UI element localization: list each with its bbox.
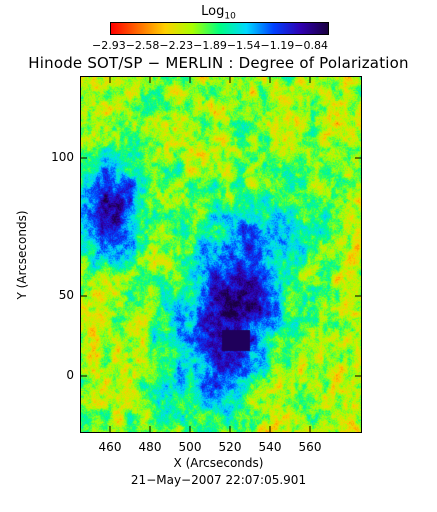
y-tick-label: 0 [66, 368, 74, 382]
x-tick-label: 540 [258, 440, 282, 454]
colorbar [110, 22, 329, 35]
plot-title: Hinode SOT/SP − MERLIN : Degree of Polar… [28, 54, 409, 72]
colorbar-title: Log10 [201, 4, 236, 22]
x-axis-label: X (Arcseconds) [173, 456, 264, 470]
y-tick-label: 50 [58, 288, 74, 302]
x-tick-label: 500 [178, 440, 202, 454]
x-tick-label: 520 [218, 440, 242, 454]
x-tick-label: 480 [138, 440, 162, 454]
x-tick-label: 460 [98, 440, 122, 454]
x-tick-label: 560 [298, 440, 322, 454]
polarization-map-frame [80, 76, 362, 433]
observation-date: 21−May−2007 22:07:05.901 [130, 473, 307, 487]
colorbar-tick-labels: −2.93−2.58−2.23−1.89−1.54−1.19−0.84 [92, 39, 328, 52]
y-axis-label: Y (Arcseconds) [15, 210, 29, 300]
polarization-map-image [81, 77, 361, 432]
y-tick-label: 100 [51, 150, 74, 164]
